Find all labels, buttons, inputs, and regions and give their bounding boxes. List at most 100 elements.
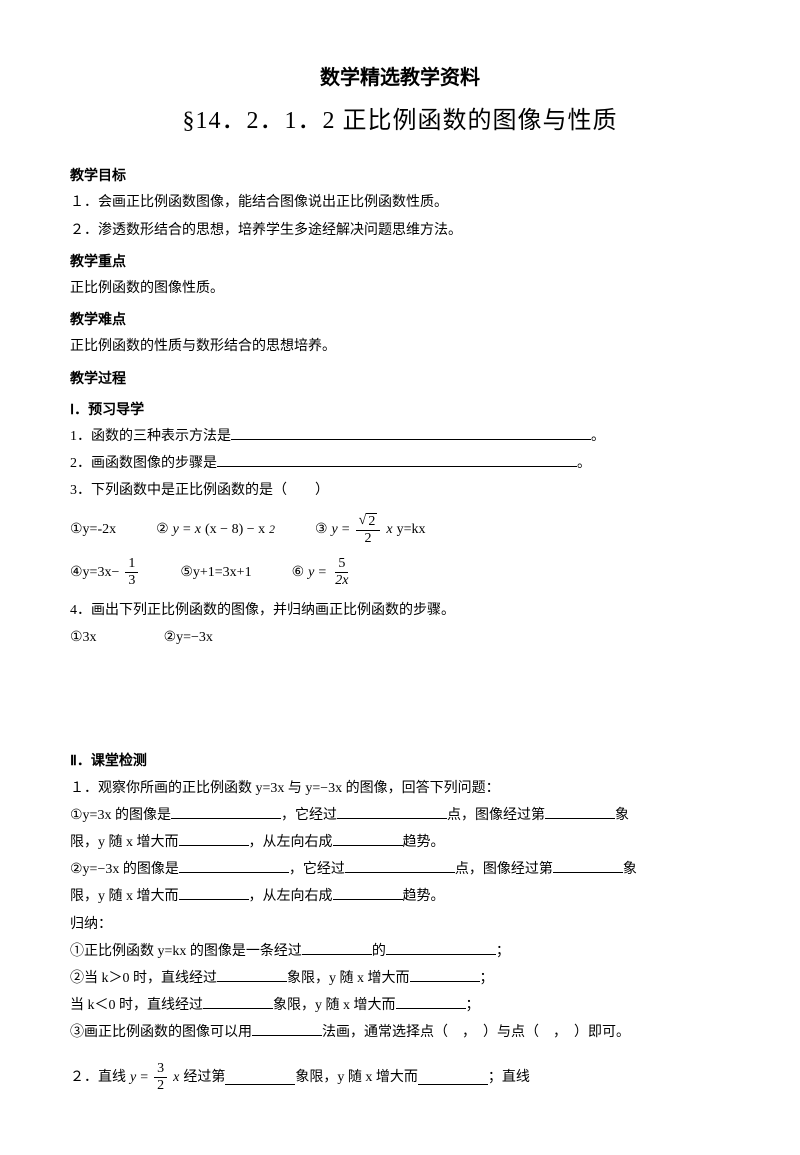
q2-blank[interactable] <box>217 452 577 467</box>
g1-blank1[interactable] <box>302 940 372 955</box>
opt-b-sup: 2 <box>269 519 275 540</box>
g2-blank1[interactable] <box>217 967 287 982</box>
supertitle: 数学精选教学资料 <box>70 60 730 96</box>
l1-blank3[interactable] <box>545 804 615 819</box>
s2-l1: ①y=3x 的图像是 ，它经过 点，图像经过第 象 <box>70 803 730 828</box>
l4-blank1[interactable] <box>179 885 249 900</box>
opt-d-label: ④y=3x− <box>70 560 119 585</box>
opt-b: ② y = x(x − 8) − x2 <box>156 517 275 542</box>
opt-c-lhs: y <box>332 517 338 542</box>
p2-blank1[interactable] <box>225 1070 295 1085</box>
g4: ③画正比例函数的图像可以用 法画，通常选择点（ ， ）与点（ ， ）即可。 <box>70 1020 730 1045</box>
focus-text: 正比例函数的图像性质。 <box>70 276 730 301</box>
opt-d-den: 3 <box>125 573 138 588</box>
g3a: 当 k＜0 时，直线经过 <box>70 998 203 1013</box>
p2-blank2[interactable] <box>418 1070 488 1085</box>
g1-blank2[interactable] <box>386 940 496 955</box>
g4a: ③画正比例函数的图像可以用 <box>70 1025 252 1040</box>
l2-blank2[interactable] <box>333 831 403 846</box>
opt-e: ⑤y+1=3x+1 <box>180 560 251 585</box>
g1b: 的 <box>372 944 386 959</box>
opt-b-lhs: y <box>173 517 179 542</box>
opt-b-label: ② <box>156 517 169 542</box>
g2: ②当 k＞0 时，直线经过 象限，y 随 x 增大而 ； <box>70 966 730 991</box>
l4a: 限，y 随 x 增大而 <box>70 889 179 904</box>
l1-blank2[interactable] <box>337 804 447 819</box>
opt-e-label: ⑤y+1=3x+1 <box>180 560 251 585</box>
g2-blank2[interactable] <box>410 967 480 982</box>
difficulty-text: 正比例函数的性质与数形结合的思想培养。 <box>70 334 730 359</box>
l4b: ，从左向右成 <box>249 889 333 904</box>
options-row-1: ①y=-2x ② y = x(x − 8) − x2 ③ y = √2 2 x … <box>70 513 730 546</box>
goal-1: １．会画正比例函数图像，能结合图像说出正比例函数性质。 <box>70 190 730 215</box>
l1a: ①y=3x 的图像是 <box>70 808 171 823</box>
eq-sign: = <box>183 517 191 542</box>
q4: 4．画出下列正比例函数的图像，并归纳画正比例函数的步骤。 <box>70 598 730 623</box>
l3c: 点，图像经过第 <box>455 862 553 877</box>
q1-blank[interactable] <box>231 425 591 440</box>
l3b: ，它经过 <box>289 862 345 877</box>
l1-blank1[interactable] <box>171 804 281 819</box>
g1a: ①正比例函数 y=kx 的图像是一条经过 <box>70 944 302 959</box>
s2-l3: ②y=−3x 的图像是 ，它经过 点，图像经过第 象 <box>70 857 730 882</box>
g1c: ； <box>496 944 510 959</box>
opt-b-rhs1: x <box>195 517 201 542</box>
g2b: 象限，y 随 x 增大而 <box>287 971 410 986</box>
l1b: ，它经过 <box>281 808 337 823</box>
eq-sign-f: = <box>318 560 326 585</box>
l1d: 象 <box>615 808 629 823</box>
s2-head: Ⅱ．课堂检测 <box>70 748 730 773</box>
opt-a: ①y=-2x <box>70 517 116 542</box>
l2c: 趋势。 <box>403 835 445 850</box>
p2a: ２．直线 <box>70 1065 126 1090</box>
drawing-space <box>70 652 730 742</box>
p2-lhs: y <box>130 1065 136 1090</box>
options-row-2: ④y=3x− 1 3 ⑤y+1=3x+1 ⑥ y = 5 2x <box>70 556 730 588</box>
g3: 当 k＜0 时，直线经过 象限，y 随 x 增大而 ； <box>70 993 730 1018</box>
guina: 归纳： <box>70 912 730 937</box>
l2-blank1[interactable] <box>179 831 249 846</box>
l2b: ，从左向右成 <box>249 835 333 850</box>
opt-c-label: ③ <box>315 517 328 542</box>
g1: ①正比例函数 y=kx 的图像是一条经过 的 ； <box>70 939 730 964</box>
focus-head: 教学重点 <box>70 249 730 274</box>
l3-blank1[interactable] <box>179 858 289 873</box>
main-title: §14．2．1．2 正比例函数的图像与性质 <box>70 100 730 143</box>
opt-c-sqrt: 2 <box>366 513 377 529</box>
l3d: 象 <box>623 862 637 877</box>
goals-head: 教学目标 <box>70 163 730 188</box>
opt-f-label: ⑥ <box>292 560 305 585</box>
g2a: ②当 k＞0 时，直线经过 <box>70 971 217 986</box>
opt-c-den: 2 <box>362 531 375 546</box>
p2-x: x <box>173 1065 179 1090</box>
g3c: ； <box>466 998 480 1013</box>
g3-blank1[interactable] <box>203 994 273 1009</box>
opt-d-num: 1 <box>125 556 138 572</box>
l4-blank2[interactable] <box>333 885 403 900</box>
q1-end: 。 <box>591 429 605 444</box>
opt-b-rhs2: (x − 8) − x <box>205 517 265 542</box>
eq-sign-c: = <box>342 517 350 542</box>
g3-blank2[interactable] <box>396 994 466 1009</box>
process-head: 教学过程 <box>70 366 730 391</box>
g4-blank1[interactable] <box>252 1021 322 1036</box>
p2-frac: 3 2 <box>154 1061 167 1093</box>
l3-blank3[interactable] <box>553 858 623 873</box>
g4b: 法画，通常选择点（ ， ）与点（ ， ）即可。 <box>322 1025 630 1040</box>
p2-den: 2 <box>154 1078 167 1093</box>
p2c: 象限，y 随 x 增大而 <box>295 1065 418 1090</box>
q2-text: 2．画函数图像的步骤是 <box>70 456 217 471</box>
s2-l2: 限，y 随 x 增大而，从左向右成趋势。 <box>70 830 730 855</box>
l3-blank2[interactable] <box>345 858 455 873</box>
opt-c-tail: y=kx <box>397 517 426 542</box>
q3: 3．下列函数中是正比例函数的是（ ） <box>70 478 730 503</box>
l3a: ②y=−3x 的图像是 <box>70 862 179 877</box>
opt-f-lhs: y <box>308 560 314 585</box>
g2c: ； <box>480 971 494 986</box>
l1c: 点，图像经过第 <box>447 808 545 823</box>
q2: 2．画函数图像的步骤是。 <box>70 451 730 476</box>
q4-opts: ①3x ②y=−3x <box>70 625 730 650</box>
opt-c-frac: √2 2 <box>356 513 381 546</box>
opt-a-label: ①y=-2x <box>70 517 116 542</box>
g3b: 象限，y 随 x 增大而 <box>273 998 396 1013</box>
